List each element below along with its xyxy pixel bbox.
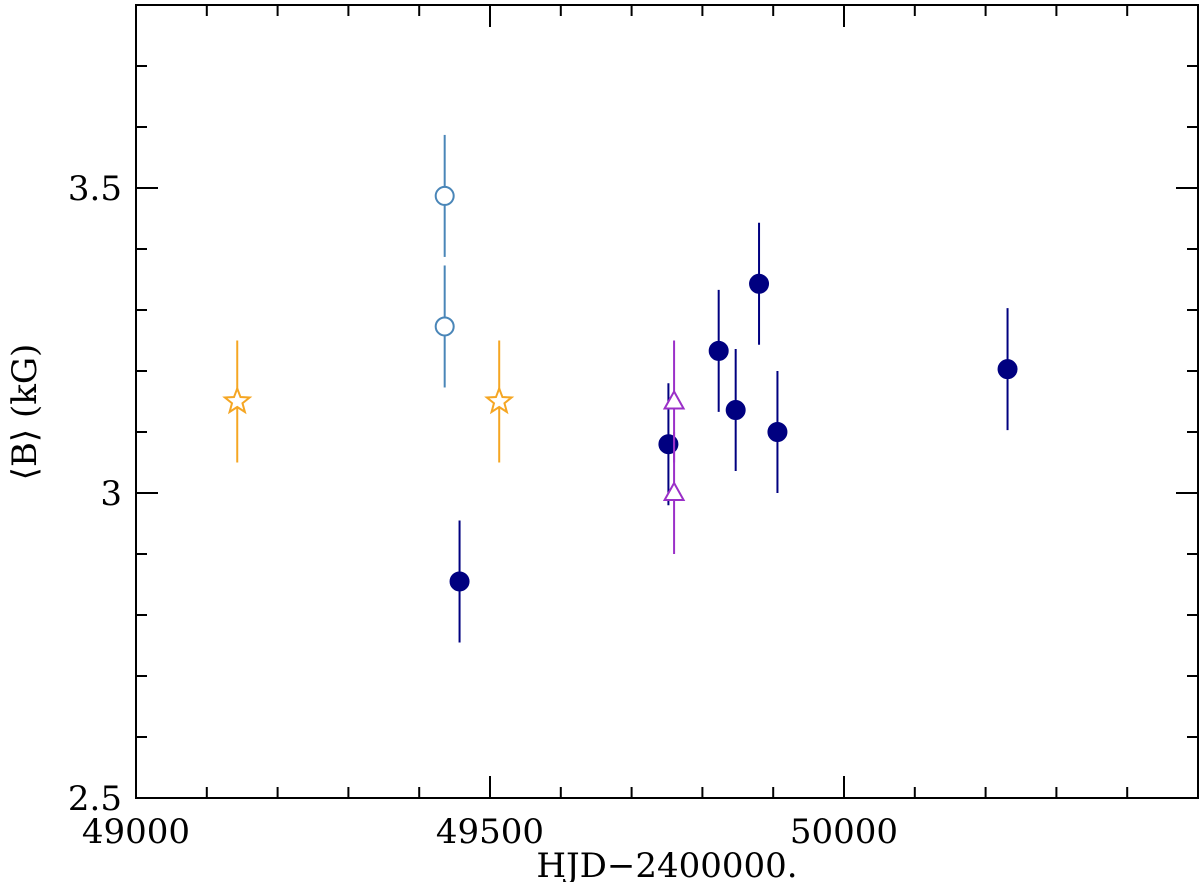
axis-ticks bbox=[135, 4, 1199, 799]
marker-open-triangle bbox=[662, 480, 686, 501]
marker-filled-circle bbox=[449, 571, 470, 592]
marker-open-circle bbox=[434, 185, 455, 206]
data-point bbox=[708, 289, 729, 412]
data-points bbox=[222, 134, 1018, 643]
y-tick-label: 2.5 bbox=[68, 779, 122, 819]
data-point bbox=[484, 340, 515, 463]
marker-open-star bbox=[222, 385, 253, 415]
marker-filled-circle bbox=[767, 422, 788, 442]
marker-filled-circle bbox=[708, 340, 729, 361]
data-point bbox=[449, 520, 470, 643]
y-tick-label: 3.5 bbox=[68, 169, 122, 209]
marker-filled-circle bbox=[997, 359, 1018, 380]
plot-frame bbox=[135, 4, 1199, 799]
data-point bbox=[662, 432, 686, 554]
x-axis-label: HJD−2400000. bbox=[536, 846, 797, 882]
data-point bbox=[434, 134, 455, 257]
x-tick-label: 49500 bbox=[436, 812, 544, 852]
data-point bbox=[767, 371, 788, 493]
marker-filled-circle bbox=[749, 273, 770, 294]
x-tick-label: 49000 bbox=[82, 812, 190, 852]
data-point bbox=[749, 222, 770, 345]
data-point bbox=[222, 340, 253, 463]
data-point bbox=[725, 349, 746, 472]
marker-open-star bbox=[484, 385, 515, 415]
data-point bbox=[997, 308, 1018, 431]
marker-open-circle bbox=[434, 316, 455, 337]
data-point bbox=[434, 265, 455, 388]
marker-filled-circle bbox=[725, 400, 746, 421]
axis-tick-labels: 49000 49500 50000 2.5 3 3.5 bbox=[68, 169, 898, 852]
y-tick-label: 3 bbox=[100, 474, 122, 514]
x-tick-label: 50000 bbox=[790, 812, 898, 852]
marker-open-triangle bbox=[662, 389, 686, 410]
y-axis-label: ⟨B⟩ (kG) bbox=[5, 344, 45, 481]
